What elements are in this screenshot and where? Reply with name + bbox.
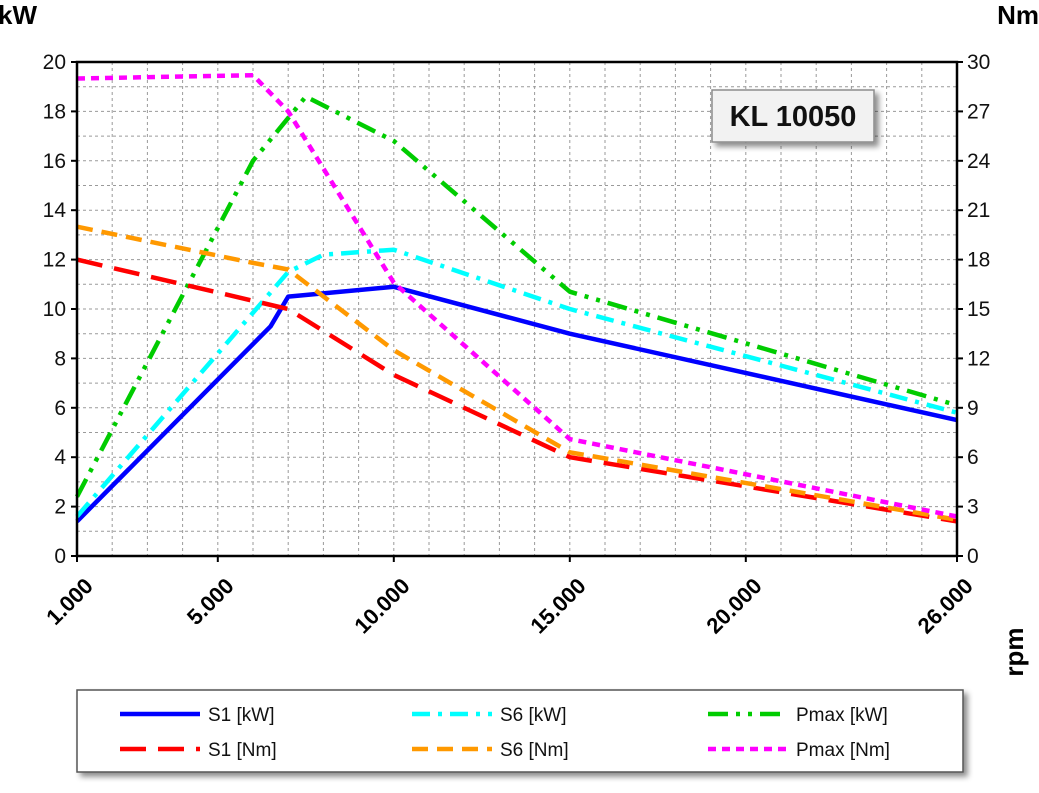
legend-item: S6 [Nm] <box>412 740 569 761</box>
y-right-tick-label: 12 <box>967 347 990 370</box>
legend-label: Pmax [kW] <box>796 705 888 726</box>
x-tick-label: 15.000 <box>525 573 590 638</box>
y-left-tick-label: 18 <box>43 100 66 123</box>
y-right-tick-label: 15 <box>967 298 990 321</box>
y-left-tick-label: 16 <box>43 150 66 173</box>
y-right-axis-unit: Nm <box>997 0 1039 30</box>
x-axis-unit: rpm <box>999 627 1029 676</box>
y-left-tick-label: 2 <box>54 496 66 519</box>
y-left-tick-label: 20 <box>43 51 66 74</box>
x-tick-label: 5.000 <box>182 573 239 630</box>
legend-label: S1 [Nm] <box>208 740 277 761</box>
y-right-tick-label: 30 <box>967 51 990 74</box>
series-line-pmax-nm <box>76 72 958 519</box>
legend-item: S1 [kW] <box>120 705 275 726</box>
y-left-tick-label: 14 <box>43 199 67 222</box>
y-right-tick-label: 21 <box>967 199 990 222</box>
y-right-tick-label: 27 <box>967 100 990 123</box>
series-line-s1-kw <box>75 284 958 523</box>
y-right-tick-label: 0 <box>967 545 979 568</box>
y-right-tick-label: 6 <box>967 446 979 469</box>
chart-title-badge: KL 10050 <box>711 89 875 143</box>
y-left-tick-label: 0 <box>54 545 66 568</box>
series-line-s1-nm <box>76 257 958 524</box>
series-line-pmax-kw <box>75 94 958 498</box>
y-right-tick-label: 24 <box>967 150 991 173</box>
chart-title: KL 10050 <box>730 101 857 133</box>
legend-label: Pmax [Nm] <box>796 740 890 761</box>
y-right-tick-label: 9 <box>967 397 979 420</box>
legend-item: Pmax [kW] <box>708 705 888 726</box>
legend: S1 [kW] S6 [kW] Pmax [kW] S1 [Nm] S6 [Nm] Pma… <box>76 689 964 773</box>
y-right-tick-label: 3 <box>967 496 979 519</box>
grid-lines <box>77 62 957 556</box>
x-tick-label: 20.000 <box>701 573 766 638</box>
series-line-s6-kw <box>75 247 958 518</box>
x-tick-label: 1.000 <box>41 573 98 630</box>
legend-label: S6 [Nm] <box>500 740 569 761</box>
legend-item: S6 [kW] <box>412 705 567 726</box>
x-tick-label: 10.000 <box>349 573 414 638</box>
y-left-tick-label: 6 <box>54 397 66 420</box>
y-right-tick-label: 18 <box>967 249 990 272</box>
series-layer <box>75 72 958 524</box>
series-line-s6-nm <box>76 224 958 523</box>
y-left-tick-label: 8 <box>54 347 66 370</box>
legend-item: Pmax [Nm] <box>708 740 890 761</box>
y-left-axis-unit: kW <box>0 0 37 30</box>
y-left-tick-label: 4 <box>54 446 66 469</box>
x-tick-label: 26.000 <box>913 573 978 638</box>
y-left-tick-label: 10 <box>43 298 66 321</box>
legend-label: S1 [kW] <box>208 705 275 726</box>
legend-label: S6 [kW] <box>500 705 567 726</box>
y-left-tick-label: 12 <box>43 249 66 272</box>
legend-item: S1 [Nm] <box>120 740 277 761</box>
